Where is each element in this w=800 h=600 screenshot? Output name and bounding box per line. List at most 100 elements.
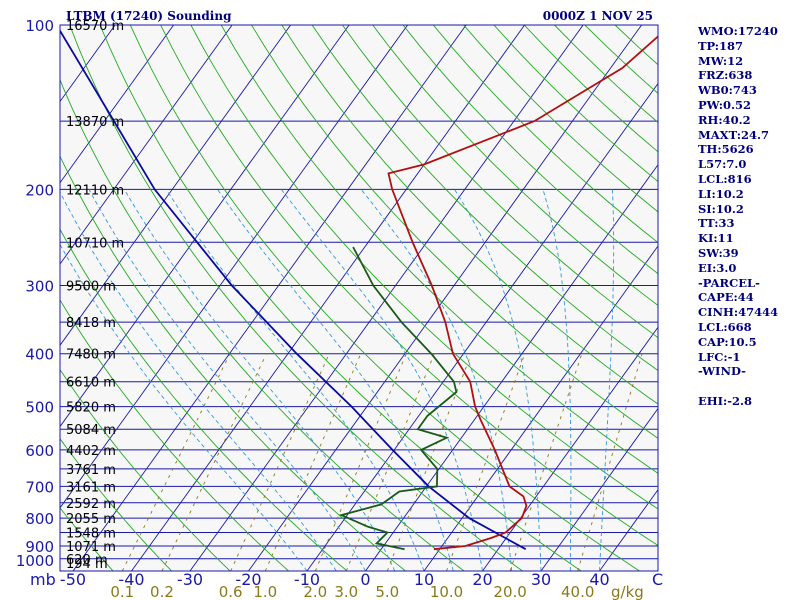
- moist-adiabat-30: [454, 189, 542, 571]
- pressure-tick-800: 800: [25, 510, 54, 528]
- dry-adiabat-380: [311, 25, 658, 372]
- mixing-ratio-tick-1: 1.0: [253, 583, 277, 600]
- mixing-ratio-tick-10: 10.0: [430, 583, 463, 600]
- parcel-path: [60, 28, 527, 550]
- isotherm--40: [131, 25, 525, 571]
- chart-title: LTBM (17240) Sounding: [66, 9, 232, 23]
- index-ki: KI:11: [698, 231, 734, 246]
- mixing-ratio-line-0.2: [161, 353, 267, 571]
- height-label-150: 13870 m: [66, 115, 124, 130]
- index-lfc: LFC:-1: [698, 349, 741, 364]
- height-label-100: 16570 m: [66, 19, 124, 34]
- moist-adiabat-10: [165, 189, 425, 571]
- dry-adiabat-310: [99, 25, 582, 571]
- mixing-ratio-line-20: [509, 353, 583, 571]
- isotherm-20: [482, 326, 658, 571]
- isotherm--30: [189, 25, 584, 571]
- dry-adiabat-280: [60, 155, 406, 571]
- height-label-950: 620 m: [66, 553, 108, 568]
- isotherm--100: [60, 25, 174, 184]
- pressure-tick-700: 700: [25, 478, 54, 496]
- height-label-500: 5820 m: [66, 401, 116, 416]
- mixing-ratio-tick-2: 2.0: [303, 583, 327, 600]
- dewpoint-profile: [338, 246, 458, 551]
- section-parcel: -PARCEL-: [698, 275, 760, 290]
- index-ehi: EHI:-2.8: [698, 393, 753, 408]
- height-label-600: 4402 m: [66, 444, 116, 459]
- mixing-ratio-tick-0.2: 0.2: [150, 583, 174, 600]
- moist-adiabat-0: [88, 189, 366, 571]
- dry-adiabat-400: [372, 25, 658, 306]
- temperature-tick--20: -20: [235, 570, 261, 589]
- dry-adiabat-230: [60, 507, 114, 571]
- temperature-tick-30: 30: [531, 570, 551, 589]
- index-ei: EI:3.0: [698, 260, 737, 275]
- mixing-ratio-tick-0.1: 0.1: [110, 583, 134, 600]
- dry-adiabat-410: [402, 25, 658, 275]
- chart-profiles: [60, 28, 658, 551]
- pressure-tick-900: 900: [25, 538, 54, 556]
- dry-adiabat-270: [60, 228, 348, 571]
- mixing-ratio-line-10: [446, 353, 526, 571]
- moist-adiabat--5: [60, 191, 337, 571]
- height-label-200: 12110 m: [66, 183, 124, 198]
- index-parcel-lcl: LCL:668: [698, 319, 752, 334]
- mixing-ratio-line-5: [386, 353, 472, 571]
- index-sw: SW:39: [698, 245, 739, 260]
- chart-grid: [60, 25, 658, 571]
- isotherm-0: [365, 163, 658, 571]
- height-label-700: 3161 m: [66, 480, 116, 495]
- index-pw: PW:0.52: [698, 97, 752, 112]
- pressure-tick-100: 100: [25, 17, 54, 35]
- temperature-tick--50: -50: [60, 570, 86, 589]
- moist-adiabat--10: [60, 243, 308, 571]
- mixing-ratio-line-0.1: [121, 353, 231, 571]
- temperature-profile: [387, 35, 658, 551]
- dry-adiabat-330: [160, 25, 658, 547]
- mixing-ratio-tick-5: 5.0: [375, 583, 399, 600]
- moist-adiabat-35: [542, 189, 572, 571]
- mixing-ratio-tick-20: 20.0: [493, 583, 526, 600]
- temperature-tick--30: -30: [177, 570, 203, 589]
- index-frz: FRZ:638: [698, 68, 753, 83]
- dry-adiabat-260: [60, 299, 289, 571]
- temperature-tick-0: 0: [360, 570, 370, 589]
- index-wmo: WMO:17240: [698, 24, 778, 38]
- height-label-900: 1071 m: [66, 540, 116, 555]
- isotherm--90: [60, 25, 233, 265]
- temperature-tick-10: 10: [414, 570, 434, 589]
- isotherm--10: [306, 82, 658, 571]
- isotherm--80: [60, 25, 291, 347]
- temperature-unit-label: C: [652, 570, 663, 589]
- mixing-ratio-tick-0.6: 0.6: [219, 583, 243, 600]
- moist-adiabat-40: [599, 189, 615, 571]
- mixing-ratio-tick-40: 40.0: [561, 583, 594, 600]
- height-label-350: 8418 m: [66, 316, 116, 331]
- moist-adiabat-5: [123, 189, 396, 571]
- index-cap: CAP:10.5: [698, 334, 757, 349]
- pressure-tick-300: 300: [25, 278, 54, 296]
- pressure-tick-500: 500: [25, 399, 54, 417]
- plot-background: [60, 25, 658, 571]
- mixing-ratio-tick-3: 3.0: [334, 583, 358, 600]
- dry-adiabat-350: [220, 25, 658, 474]
- index-lcl: LCL:816: [698, 171, 752, 186]
- height-label-750: 2592 m: [66, 497, 116, 512]
- height-label-550: 5084 m: [66, 423, 116, 438]
- dry-adiabat-390: [342, 25, 658, 339]
- dry-adiabat-290: [60, 78, 465, 571]
- height-label-800: 2055 m: [66, 512, 116, 527]
- dry-adiabat-320: [129, 25, 640, 571]
- isotherm--20: [248, 25, 642, 571]
- dry-adiabat-370: [281, 25, 658, 405]
- index-mw: MW:12: [698, 53, 744, 68]
- index-spacer: [698, 379, 778, 394]
- pressure-tick-1000: 1000: [16, 552, 54, 570]
- pressure-tick-600: 600: [25, 442, 54, 460]
- index-tt: TT:33: [698, 216, 735, 231]
- height-label-250: 10710 m: [66, 236, 124, 251]
- mixing-ratio-line-40: [577, 353, 643, 571]
- pressure-tick-200: 200: [25, 181, 54, 199]
